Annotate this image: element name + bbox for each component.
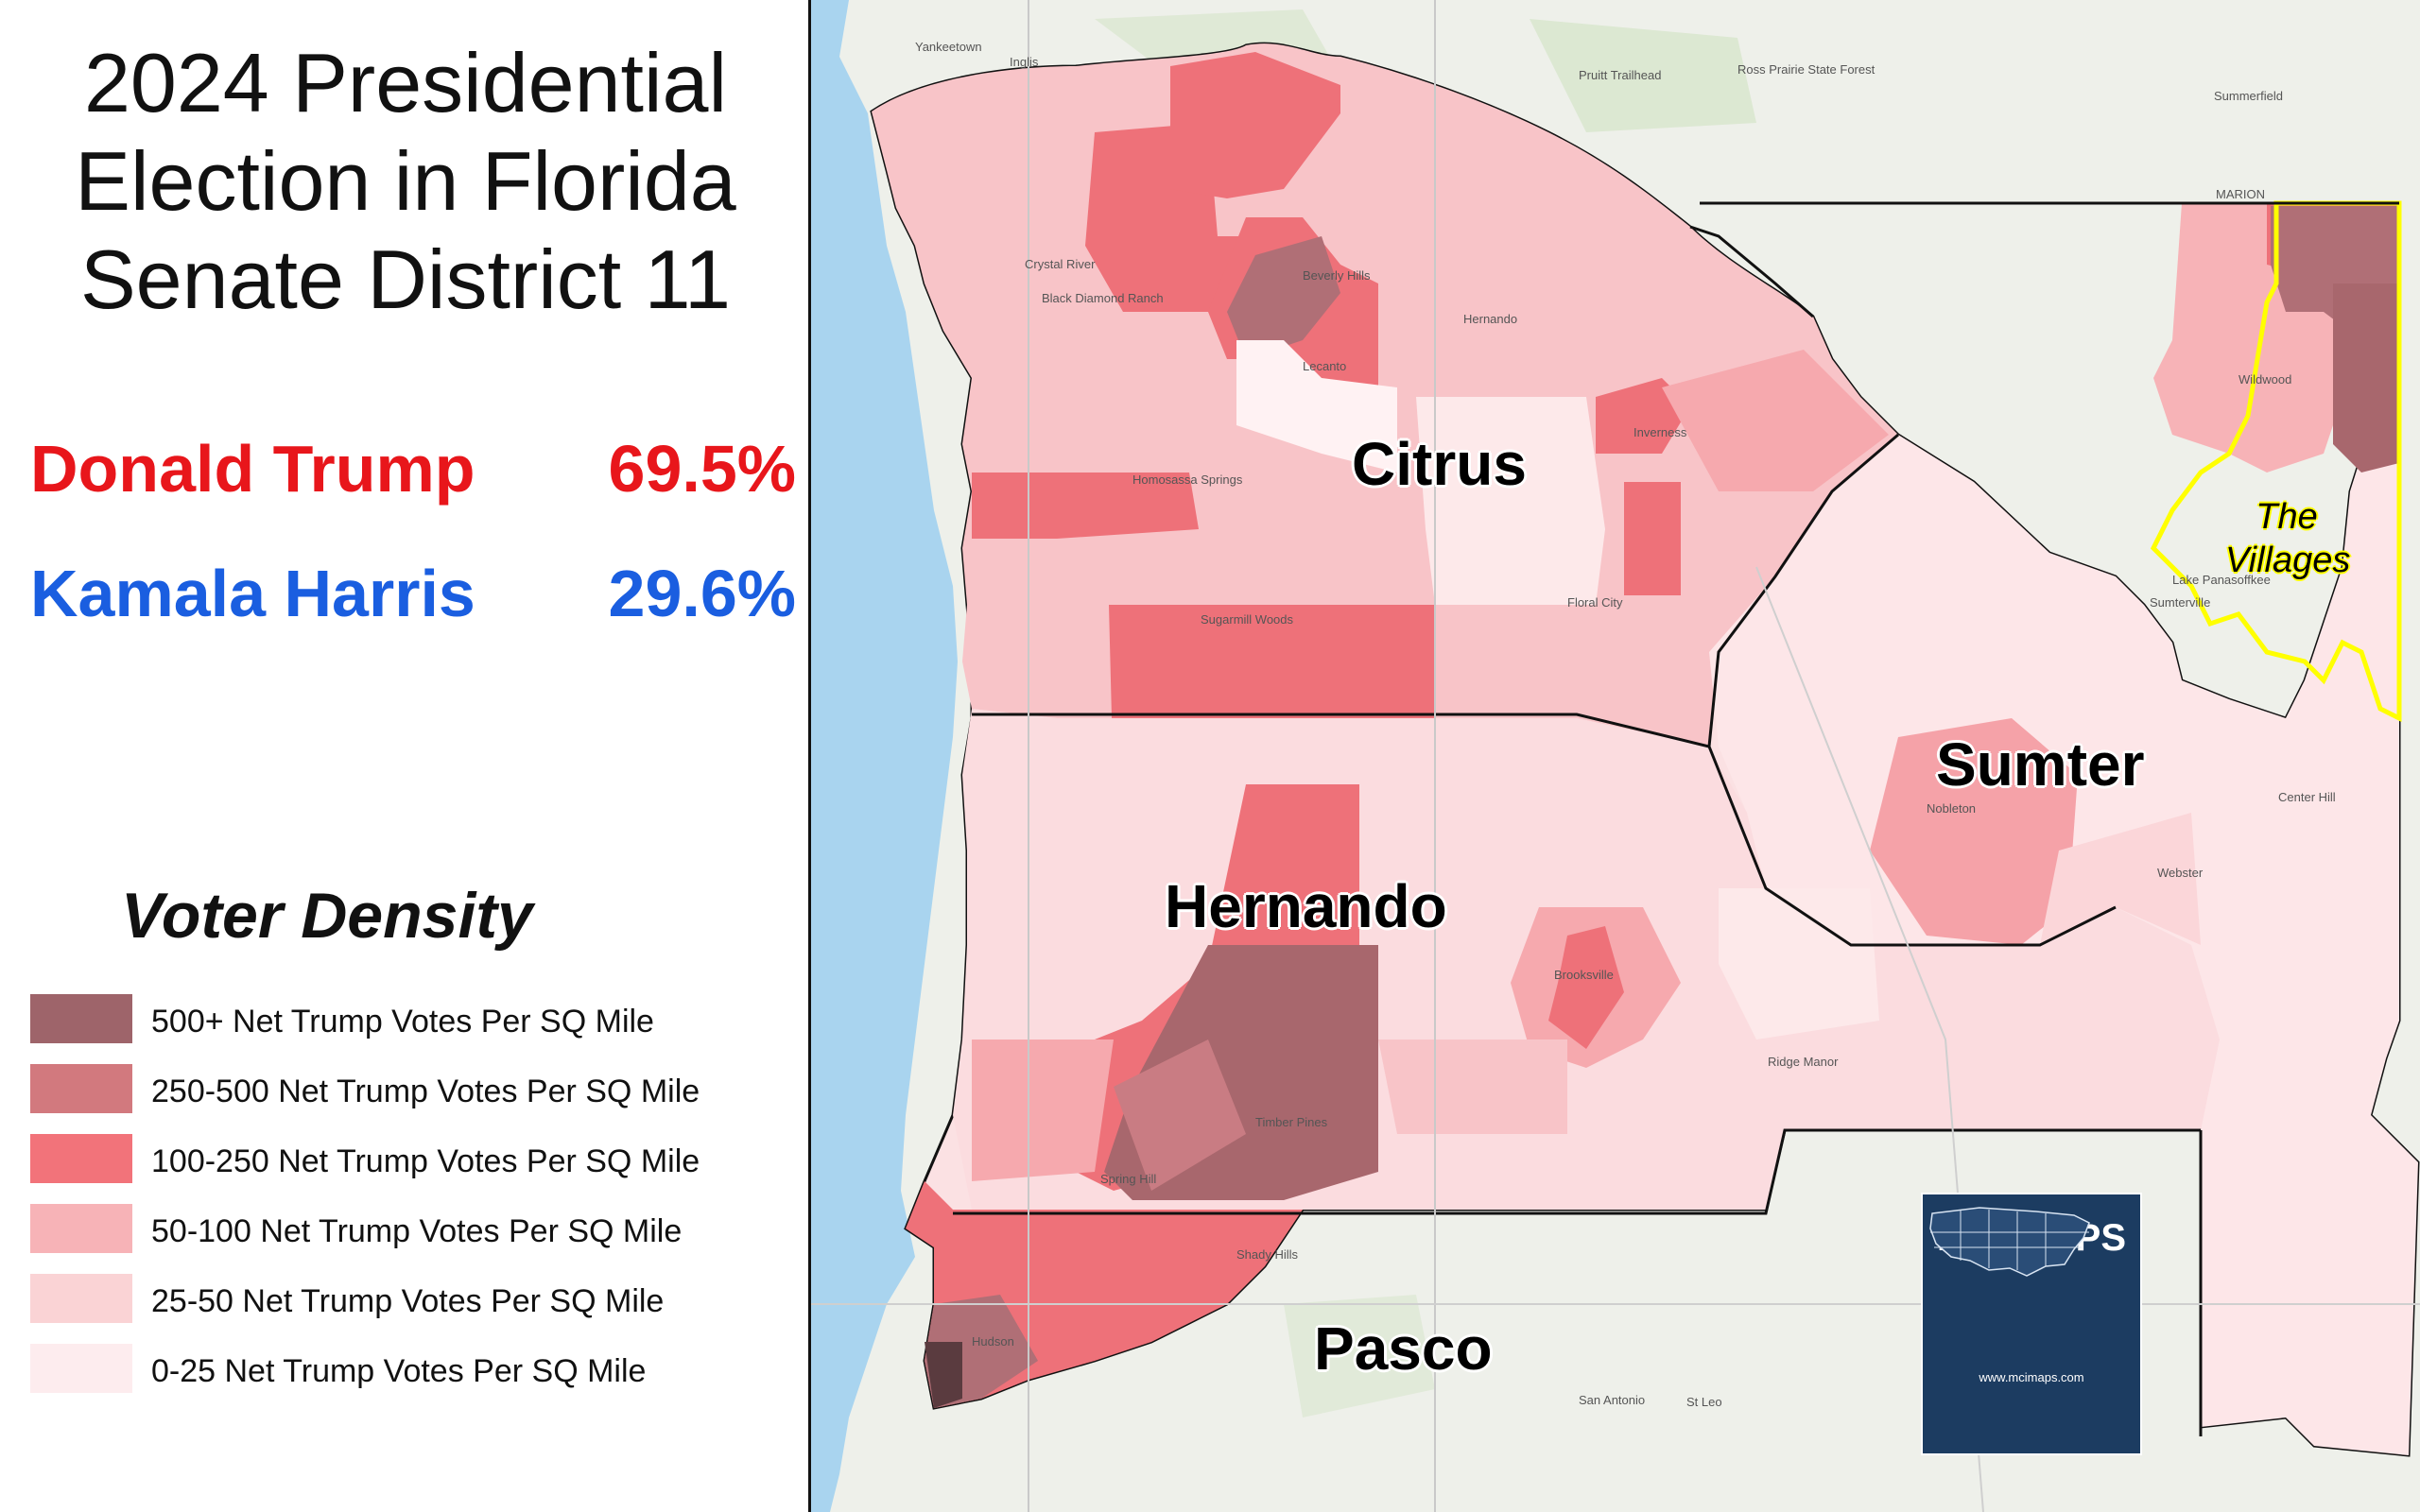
legend-swatch (30, 1204, 132, 1253)
place-label: Black Diamond Ranch (1042, 291, 1164, 305)
villages-line-1: The (2225, 495, 2348, 539)
legend-label: 25-50 Net Trump Votes Per SQ Mile (151, 1283, 664, 1320)
place-label: Inglis (1010, 55, 1038, 69)
result-trump: Donald Trump 69.5% (30, 431, 796, 507)
map-title: 2024 Presidential Election in Florida Se… (0, 34, 811, 329)
place-label: Timber Pines (1255, 1115, 1327, 1129)
place-label: Center Hill (2278, 790, 2336, 804)
place-label: Floral City (1567, 595, 1623, 610)
place-label: Sugarmill Woods (1201, 612, 1293, 627)
place-label: Hernando (1463, 312, 1517, 326)
legend-label: 0-25 Net Trump Votes Per SQ Mile (151, 1353, 646, 1390)
legend-swatch (30, 1064, 132, 1113)
legend-label: 50-100 Net Trump Votes Per SQ Mile (151, 1213, 682, 1250)
place-label: Summerfield (2214, 89, 2283, 103)
candidate-percent: 69.5% (609, 431, 796, 507)
legend-swatch (30, 1134, 132, 1183)
map-canvas (811, 0, 2420, 1512)
logo-url: www.mcimaps.com (1923, 1370, 2140, 1384)
legend-label: 250-500 Net Trump Votes Per SQ Mile (151, 1074, 700, 1110)
precinct-mid (972, 1040, 1114, 1181)
title-line-3: Senate District 11 (0, 231, 811, 329)
county-label-citrus: Citrus (1352, 429, 1527, 499)
title-line-1: 2024 Presidential (0, 34, 811, 132)
legend-swatch (30, 994, 132, 1043)
place-label: Lake Panasoffkee (2172, 573, 2271, 587)
place-label: Wildwood (2238, 372, 2291, 387)
place-label: Ross Prairie State Forest (1737, 62, 1875, 77)
legend-title: Voter Density (121, 879, 533, 953)
place-label: Ridge Manor (1768, 1055, 1838, 1069)
county-label-pasco: Pasco (1314, 1314, 1493, 1383)
place-label: Sumterville (2150, 595, 2210, 610)
place-label: San Antonio (1579, 1393, 1645, 1407)
place-label: Spring Hill (1100, 1172, 1156, 1186)
place-label: Homosassa Springs (1132, 472, 1242, 487)
info-panel: 2024 Presidential Election in Florida Se… (0, 0, 811, 1512)
precinct-high (1624, 482, 1681, 595)
place-label: Hudson (972, 1334, 1014, 1349)
county-label-sumter: Sumter (1936, 730, 2145, 799)
place-label: Brooksville (1554, 968, 1614, 982)
place-label: Lecanto (1303, 359, 1346, 373)
legend-swatch (30, 1344, 132, 1393)
place-label: Webster (2157, 866, 2203, 880)
candidate-percent: 29.6% (609, 556, 796, 631)
district-map[interactable]: Citrus Sumter Hernando Pasco The Village… (811, 0, 2420, 1512)
place-label: Yankeetown (915, 40, 982, 54)
place-label: St Leo (1686, 1395, 1722, 1409)
place-label: Pruitt Trailhead (1579, 68, 1661, 82)
place-label: Nobleton (1927, 801, 1976, 816)
place-label: Shady Hills (1236, 1247, 1298, 1262)
candidate-name: Kamala Harris (30, 556, 475, 631)
county-label-hernando: Hernando (1165, 871, 1447, 941)
place-label: Beverly Hills (1303, 268, 1371, 283)
precinct-mid (1378, 1040, 1567, 1134)
villages-label: The Villages (2225, 495, 2348, 582)
legend-label: 100-250 Net Trump Votes Per SQ Mile (151, 1143, 700, 1180)
place-label: Inverness (1634, 425, 1686, 439)
legend-label: 500+ Net Trump Votes Per SQ Mile (151, 1004, 654, 1040)
usa-map-icon (1923, 1194, 2102, 1289)
legend-swatch (30, 1274, 132, 1323)
place-label: Crystal River (1025, 257, 1095, 271)
precinct-low (1416, 397, 1605, 605)
candidate-name: Donald Trump (30, 431, 475, 507)
place-label: MARION (2216, 187, 2265, 201)
precinct-very-high (2333, 284, 2399, 472)
mci-maps-logo[interactable]: MCI MAPS www.mcimaps.com (1921, 1193, 2142, 1455)
title-line-2: Election in Florida (0, 132, 811, 231)
result-harris: Kamala Harris 29.6% (30, 556, 796, 631)
